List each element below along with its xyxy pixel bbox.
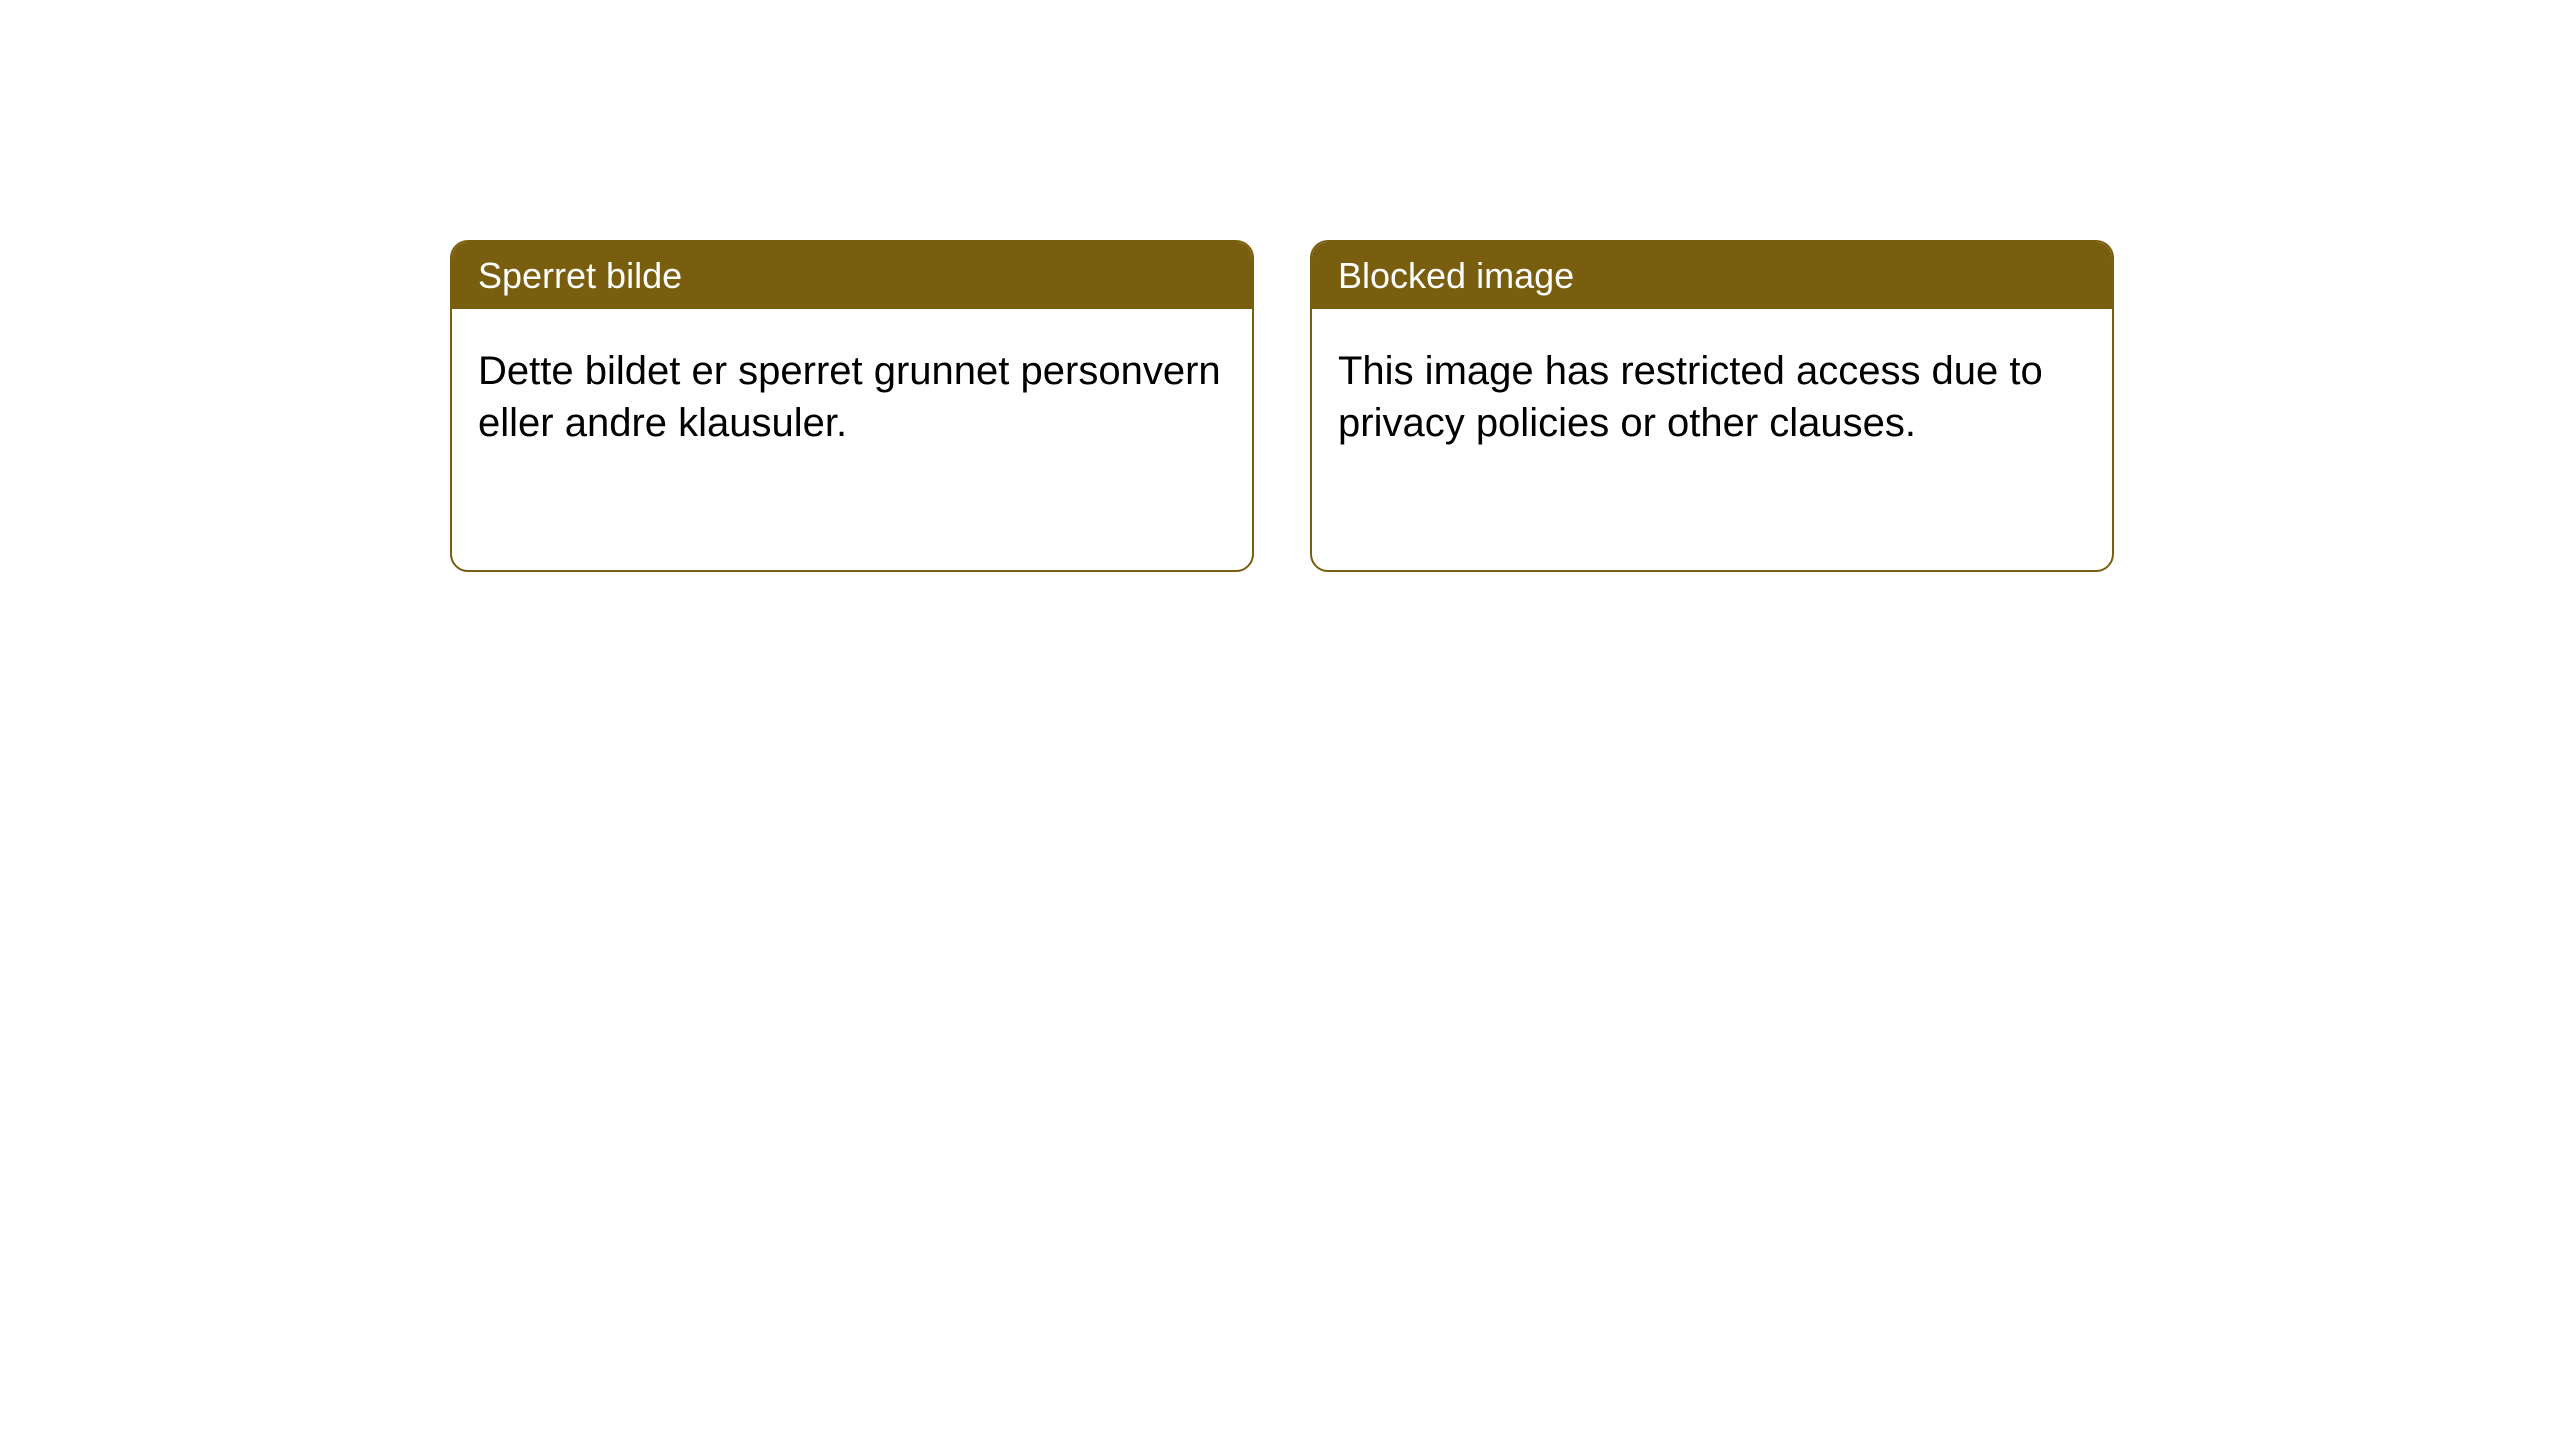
notice-body: This image has restricted access due to … <box>1312 309 2112 485</box>
notice-card-english: Blocked image This image has restricted … <box>1310 240 2114 572</box>
notice-card-norwegian: Sperret bilde Dette bildet er sperret gr… <box>450 240 1254 572</box>
notice-body: Dette bildet er sperret grunnet personve… <box>452 309 1252 485</box>
notice-container: Sperret bilde Dette bildet er sperret gr… <box>450 240 2114 572</box>
notice-title: Blocked image <box>1312 242 2112 309</box>
notice-title: Sperret bilde <box>452 242 1252 309</box>
